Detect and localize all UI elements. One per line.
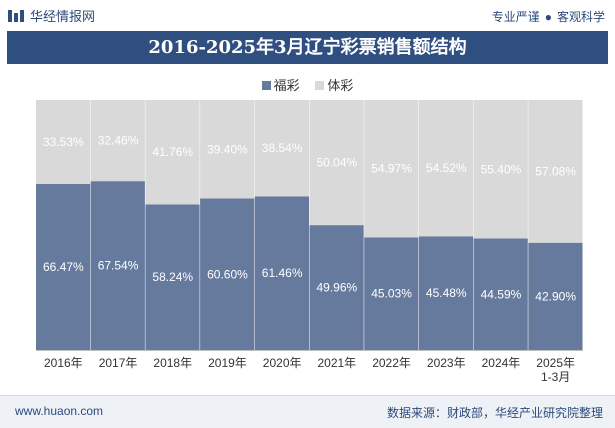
data-label-fucai-5: 49.96% [316,281,357,295]
slogan: 专业严谨 ● 客观科学 [492,8,605,25]
data-label-fucai-7: 45.48% [426,286,467,300]
slogan-left: 专业严谨 [491,10,540,24]
data-label-fucai-2: 58.24% [152,270,193,284]
bar-ticai-4 [254,100,310,197]
footer: www.huaon.com 数据来源：财政部，华经产业研究院整理 [0,395,615,428]
legend-item-fucai: 福彩 [261,75,300,94]
data-label-fucai-3: 60.60% [207,267,248,281]
data-label-ticai-0: 33.53% [43,135,84,149]
chart-plot: 66.47% 33.53% 2016年 67.54% 32.46% 2017年 58.24%… [36,100,584,384]
legend-item-ticai: 体彩 [315,75,353,94]
bar-fucai-2 [145,204,201,350]
data-label-ticai-5: 50.04% [316,156,357,170]
data-label-ticai-4: 38.54% [262,141,303,155]
bar-fucai-0 [36,183,91,350]
bar-ticai-8 [473,100,529,239]
x-tick-label-8: 2024年 [482,356,521,370]
brand-name: 华经情报网 [30,9,96,24]
bar-fucai-7 [418,236,474,350]
data-label-fucai-9: 42.90% [535,289,576,303]
x-tick-label-0: 2016年 [44,356,83,370]
bar-ticai-1 [90,100,146,182]
brand: 华经情报网 [8,6,95,25]
data-label-fucai-0: 66.47% [43,260,84,274]
bar-ticai-9 [528,100,583,243]
bar-fucai-5 [309,225,365,350]
bar-ticai-5 [309,100,365,226]
bar-fucai-6 [364,237,419,350]
legend-swatch-fucai [261,81,271,90]
x-tick-label-1: 2017年 [99,356,138,370]
data-label-ticai-1: 32.46% [98,134,139,148]
data-label-ticai-6: 54.97% [371,162,412,176]
brand-logo-icon [8,9,24,22]
top-bar: 华经情报网 专业严谨 ● 客观科学 [0,0,615,30]
data-label-ticai-9: 57.08% [535,164,576,178]
x-tick-label-9-line2: 1-3月 [541,370,570,384]
x-tick-label-6: 2022年 [372,356,411,370]
data-label-fucai-1: 67.54% [98,259,139,273]
bar-fucai-1 [90,181,146,350]
bar-fucai-3 [200,198,255,350]
bar-ticai-7 [418,100,474,237]
data-label-ticai-2: 41.76% [152,145,193,159]
data-label-ticai-3: 39.40% [207,142,248,156]
bar-ticai-3 [200,100,255,199]
bar-fucai-8 [473,238,529,350]
footer-site: www.huaon.com [15,404,104,418]
bullet-icon: ● [544,10,552,24]
data-label-fucai-8: 44.59% [481,287,522,301]
bar-ticai-2 [145,100,201,205]
x-tick-label-4: 2020年 [263,356,302,370]
bar-ticai-0 [36,100,91,184]
chart-title: 2016-2025年3月辽宁彩票销售额结构 [7,31,608,64]
bar-ticai-6 [364,100,419,238]
x-tick-label-3: 2019年 [208,356,247,370]
x-tick-label-5: 2021年 [317,356,356,370]
legend-label-ticai: 体彩 [327,78,354,93]
x-tick-label-2: 2018年 [153,356,192,370]
bar-fucai-4 [254,196,310,350]
data-label-ticai-7: 54.52% [426,161,467,175]
x-tick-label-9: 2025年 [536,356,575,370]
legend-swatch-ticai [315,81,325,90]
data-label-fucai-6: 45.03% [371,287,412,301]
data-label-fucai-4: 61.46% [262,266,303,280]
x-tick-label-7: 2023年 [427,356,466,370]
bar-fucai-9 [528,242,583,350]
data-label-ticai-8: 55.40% [481,162,522,176]
legend-label-fucai: 福彩 [273,78,300,93]
chart-legend: 福彩 体彩 [0,75,615,94]
footer-source: 数据来源：财政部，华经产业研究院整理 [386,406,603,420]
slogan-right: 客观科学 [556,10,605,24]
